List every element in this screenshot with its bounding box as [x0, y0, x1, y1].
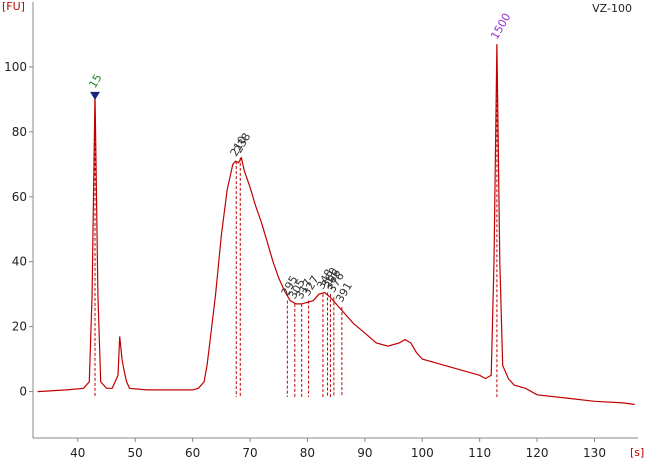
y-tick-label: 80: [12, 125, 27, 139]
x-tick-label: 100: [411, 446, 434, 460]
x-tick-label: 110: [468, 446, 491, 460]
y-tick-label: 20: [12, 320, 27, 334]
peak-label: 238: [232, 131, 254, 156]
peak-marker: [90, 91, 101, 100]
x-tick-label: 60: [185, 446, 200, 460]
y-axis-label: [FU]: [2, 0, 25, 13]
x-axis-label: [s]: [630, 446, 644, 459]
x-tick-label: 80: [300, 446, 315, 460]
chart-title: VZ-100: [592, 2, 632, 15]
x-tick-label: 90: [357, 446, 372, 460]
x-tick-label: 40: [70, 446, 85, 460]
peak-label: 1500: [488, 11, 513, 42]
x-tick-label: 50: [128, 446, 143, 460]
y-tick-label: 40: [12, 255, 27, 269]
peak-label: 15: [86, 72, 104, 91]
trace-line: [37, 44, 635, 406]
x-tick-label: 130: [583, 446, 606, 460]
y-tick-label: 0: [19, 385, 27, 399]
y-tick-label: 100: [4, 60, 27, 74]
x-tick-label: 70: [242, 446, 257, 460]
x-tick-label: 120: [526, 446, 549, 460]
y-tick-label: 60: [12, 190, 27, 204]
